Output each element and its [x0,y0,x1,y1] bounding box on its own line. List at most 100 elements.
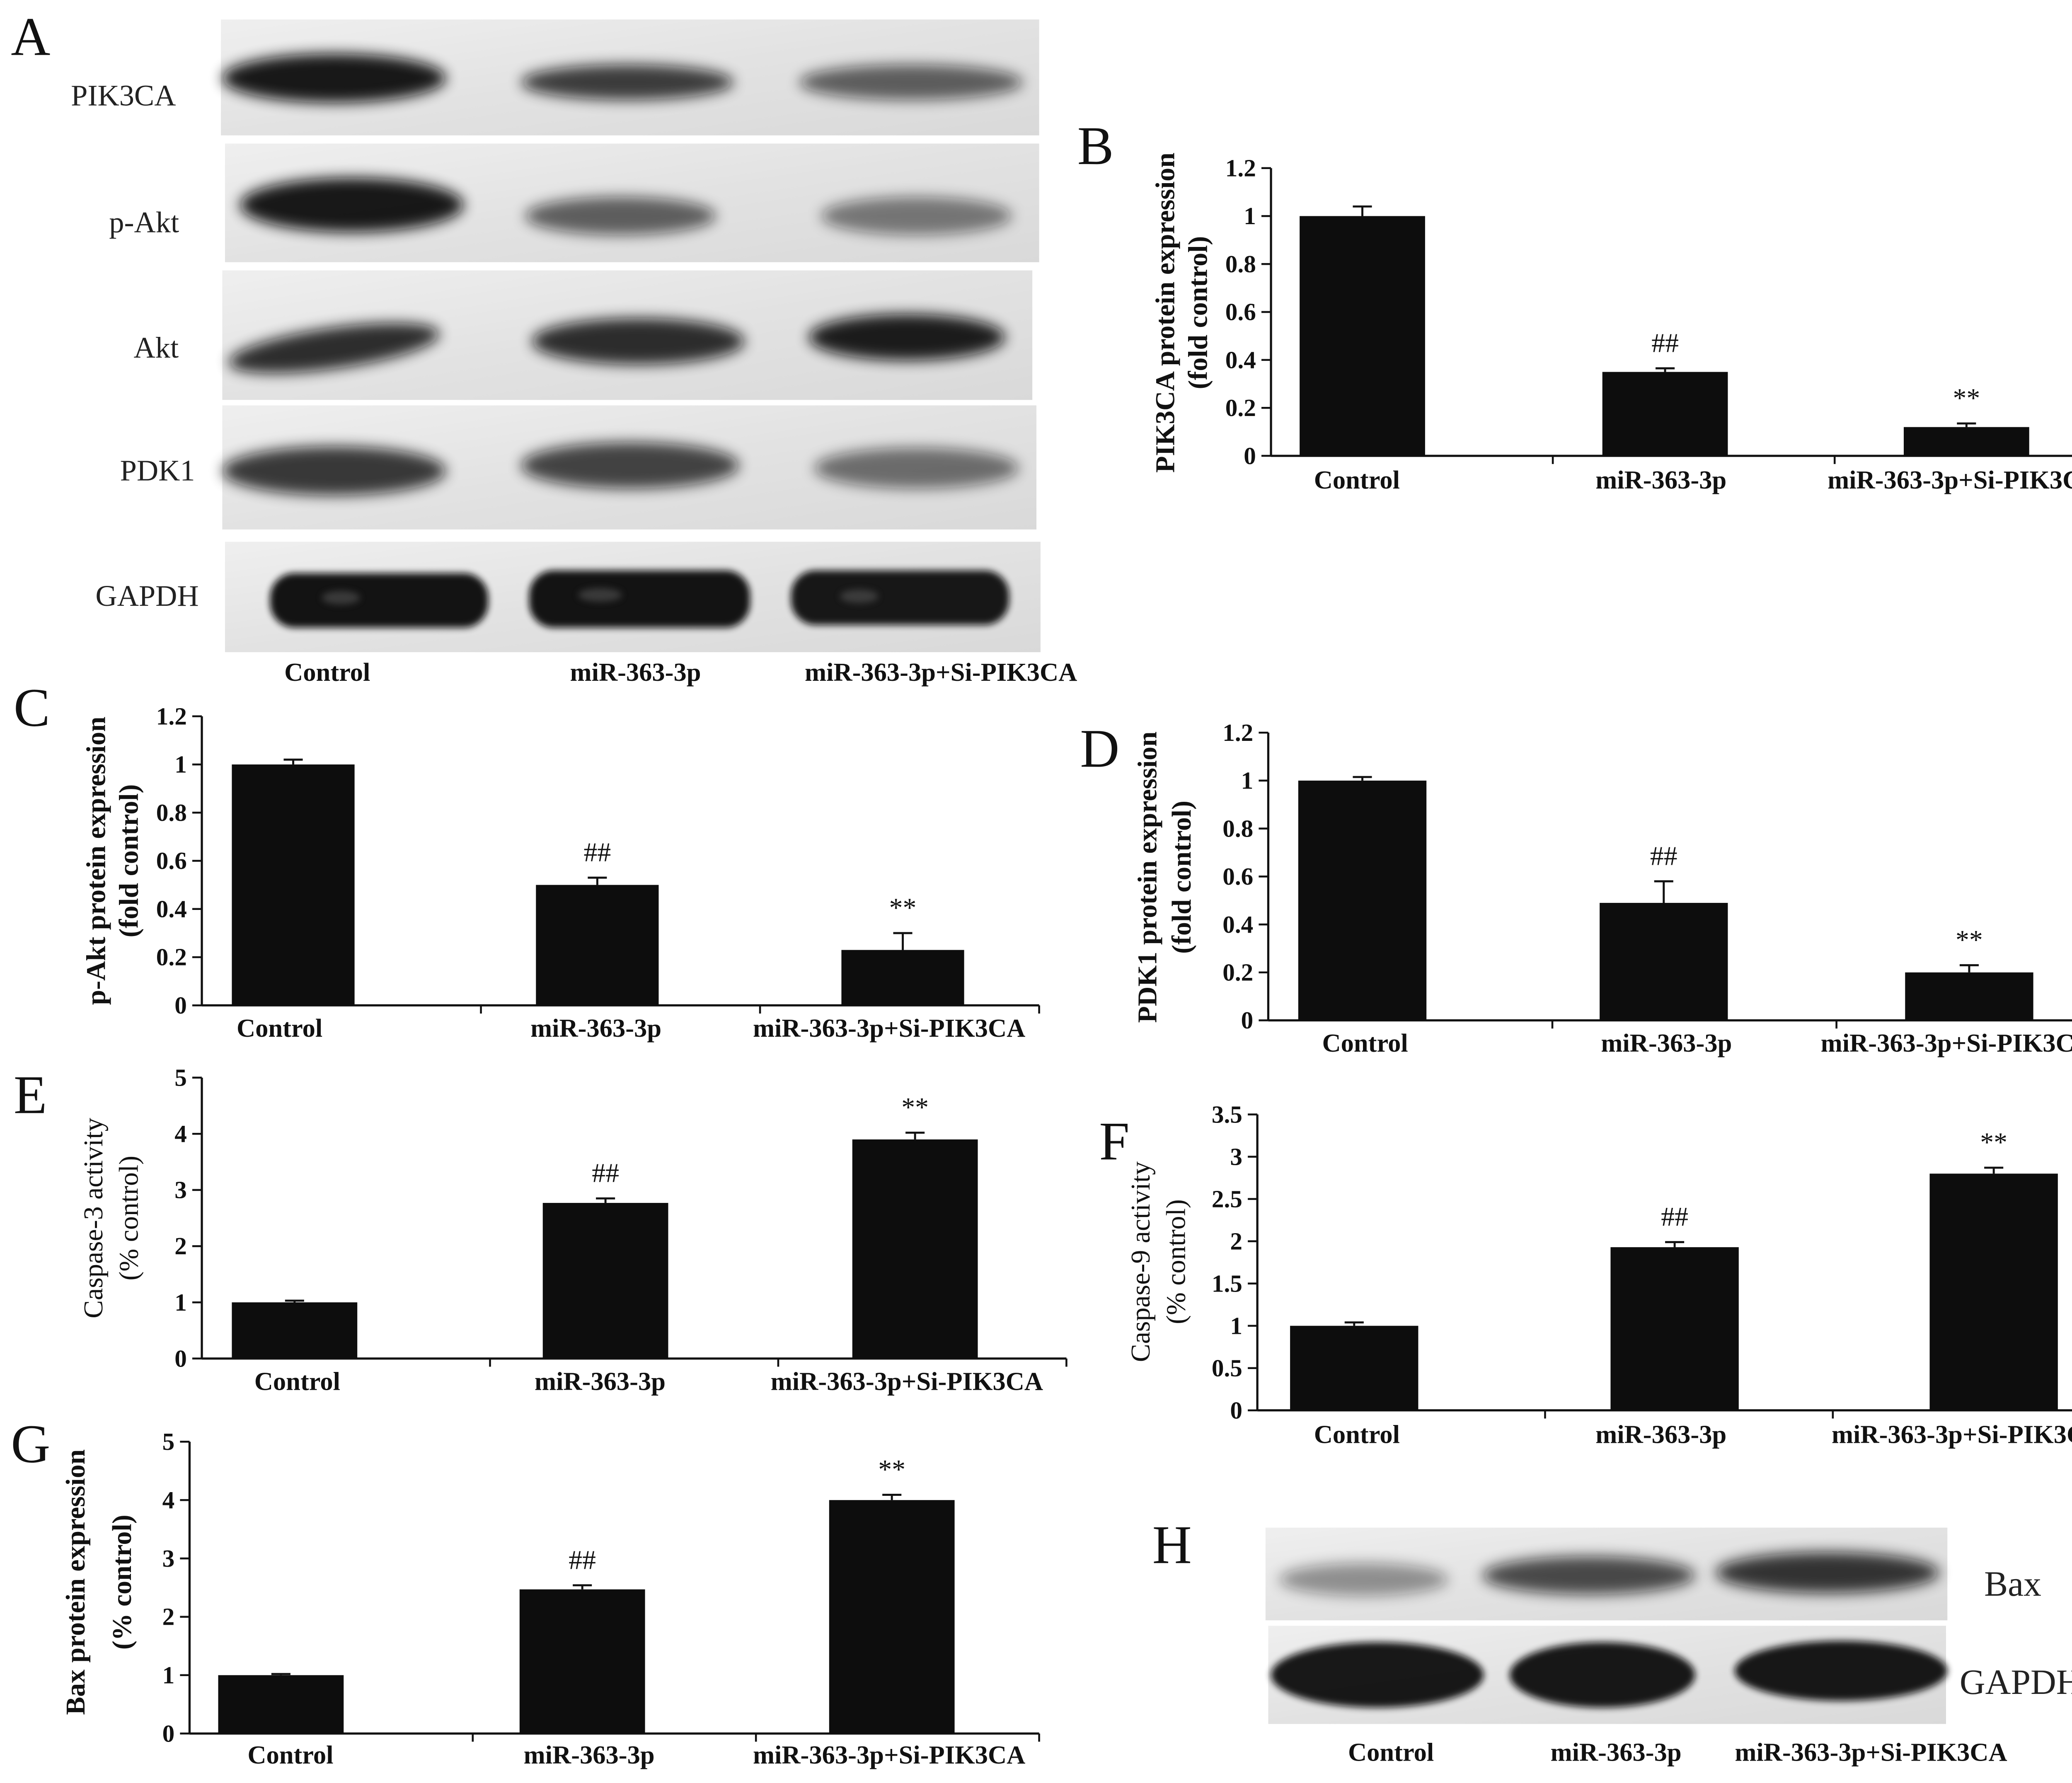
blot-row-label: PDK1 [120,453,195,487]
y-tick-label: 1.5 [1212,1270,1242,1297]
y-tick-label: 0.8 [156,799,187,826]
band-lane-2 [1509,1642,1695,1708]
blot-row-label: GAPDH [95,579,198,612]
y-axis-label: Caspase-9 activity [1126,1161,1156,1362]
y-axis-label: PDK1 protein expression [1133,731,1163,1023]
x-category-label: Control [1314,465,1400,494]
x-category-label: Control [237,1014,322,1043]
y-tick-label: 0 [1244,442,1256,469]
bar [1602,372,1728,456]
y-axis-label: (% control) [1161,1199,1191,1324]
lane-label-mir-si: miR-363-3p+Si-PIK3CA [1735,1737,2007,1766]
y-tick-label: 2 [174,1232,187,1260]
y-tick-label: 2 [162,1603,175,1631]
blot-row-p-akt: p-Akt [109,143,1039,262]
y-tick-label: 0 [1230,1396,1242,1424]
y-axis-label: (fold control) [114,784,144,938]
y-tick-label: 0.2 [1225,394,1256,421]
y-tick-label: 0.6 [156,847,187,874]
y-axis-label: (fold control) [1183,236,1213,390]
blot-row-label: Akt [134,331,179,364]
x-category-label: miR-363-3p+Si-PIK3CA [1832,1420,2072,1449]
panel-a-blot: A PIK3CA p-Akt Akt PDK1 [11,7,1077,687]
y-axis-label: (fold control) [1167,801,1197,954]
chart-panel-d: D PDK1 protein expression (fold control) 0 0… [1080,719,2072,1057]
band-lane-2 [521,442,739,489]
panel-letter-a: A [11,7,50,67]
y-tick-label: 1 [1244,202,1256,230]
band-lane-3 [799,64,1023,100]
y-tick-label: 0 [174,992,187,1019]
y-tick-label: 1 [1230,1312,1242,1339]
panel-letter-h: H [1152,1515,1192,1575]
band-lane-3 [808,314,1005,360]
blot-row-label: p-Akt [109,205,179,239]
x-category-label: miR-363-3p [1601,1028,1732,1057]
lane-label-mir: miR-363-3p [570,658,701,687]
y-axis-label: (% control) [107,1514,137,1650]
y-tick-label: 0 [174,1345,187,1372]
x-category-label: miR-363-3p [535,1367,666,1396]
bar [1929,1173,2058,1410]
band-lane-1 [270,573,489,628]
y-tick-label: 1 [1241,767,1254,794]
x-category-label: miR-363-3p+Si-PIK3CA [753,1740,1025,1769]
bar [542,1203,668,1359]
y-tick-label: 3 [1230,1143,1242,1170]
y-tick-label: 0.5 [1212,1354,1242,1381]
blot-row-gapdh: GAPDH [1268,1626,2072,1724]
blot-row-bax: Bax [1265,1527,2041,1621]
lane-label-control: Control [1348,1737,1434,1766]
y-tick-label: 2 [1230,1227,1242,1255]
band-lane-1 [240,177,464,232]
chart-panel-c: Cp-Akt protein expression (fold control) 0… [14,678,1040,1043]
blot-row-akt: Akt [134,270,1033,400]
panel-letter-d: D [1080,719,1119,779]
y-tick-label: 1.2 [1222,719,1253,746]
bar [1300,216,1425,456]
y-tick-label: 1.2 [1225,154,1256,181]
band-lane-3 [1715,1552,1939,1593]
y-tick-label: 0.6 [1222,863,1253,890]
x-category-label: Control [1314,1420,1400,1449]
x-category-label: miR-363-3p+Si-PIK3CA [1828,465,2072,494]
band-speckle [578,588,622,602]
blot-row-label: GAPDH [1960,1662,2072,1702]
y-tick-label: 0.6 [1225,298,1256,326]
bar [852,1139,978,1359]
y-tick-label: 5 [174,1064,187,1091]
bar [1298,780,1427,1021]
y-tick-label: 0.2 [156,944,187,971]
significance-annotation: ** [878,1454,905,1485]
band-lane-2 [525,196,716,235]
significance-annotation: ## [1651,328,1679,358]
significance-annotation: ** [889,893,917,923]
x-category-label: miR-363-3p [1595,465,1726,494]
x-category-label: Control [254,1367,340,1396]
band-lane-1 [222,53,446,103]
y-tick-label: 0.4 [1222,911,1253,938]
lane-label-mir: miR-363-3p [1551,1737,1682,1766]
x-category-label: Control [247,1740,333,1769]
y-tick-label: 0.4 [156,895,187,922]
chart-panel-b: B PIK3CA protein expression (fold control)… [1077,116,2072,494]
bar [1903,427,2029,456]
y-axis-label: PIK3CA protein expression [1150,152,1180,473]
y-tick-label: 1 [174,751,187,778]
y-tick-label: 1.2 [156,702,187,730]
band-lane-1 [222,446,446,496]
y-tick-label: 2.5 [1212,1185,1242,1212]
bar [1600,902,1728,1021]
panel-letter-e: E [14,1065,47,1125]
significance-annotation: ## [583,837,611,868]
blot-row-label: PIK3CA [71,78,176,112]
band-lane-3 [791,570,1009,625]
bar [232,1302,358,1359]
panel-letter-f: F [1099,1111,1129,1171]
band-lane-3 [1734,1640,1948,1701]
panel-h-blot: H Bax GAPDH Control miR-363-3p miR-363-3… [1152,1515,2072,1766]
bar [1905,972,2033,1021]
band-lane-2 [532,318,745,365]
y-axis-label: Caspase-3 activity [78,1118,109,1318]
